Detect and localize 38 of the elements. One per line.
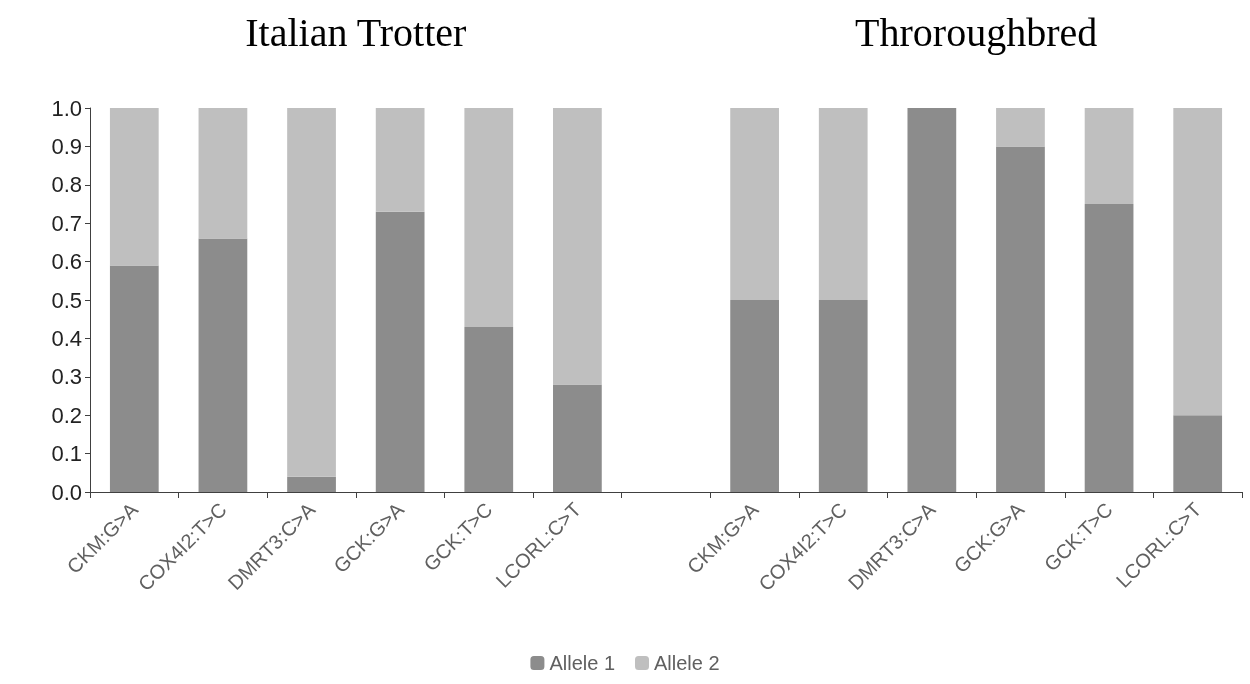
text: Italian Trotter (245, 9, 467, 55)
bar (996, 108, 1045, 147)
bar (553, 108, 602, 385)
bar (198, 238, 248, 492)
bar (375, 108, 425, 212)
y-tick-label: 0.7 (51, 210, 82, 236)
y-tick-label: 0.2 (51, 402, 82, 428)
bar (287, 108, 336, 477)
bar (1173, 415, 1223, 492)
legend-label: Allele 1 (549, 652, 616, 674)
y-tick-label: 0.0 (51, 479, 82, 505)
bar (553, 384, 602, 492)
bar (1084, 204, 1134, 492)
bar (730, 108, 779, 300)
bar (464, 108, 514, 327)
y-tick-label: 0.9 (51, 133, 82, 159)
y-tick-label: 0.1 (51, 441, 82, 467)
bar (287, 476, 336, 492)
bar (818, 300, 868, 492)
y-tick-label: 0.6 (51, 249, 82, 275)
bar (1173, 108, 1223, 416)
bar (109, 265, 159, 492)
y-tick-label: 0.4 (51, 325, 82, 351)
bar (1084, 108, 1134, 204)
bar (375, 211, 425, 492)
y-tick-label: 0.8 (51, 172, 82, 198)
y-tick-label: 1.0 (51, 95, 82, 121)
bar (464, 326, 514, 492)
bar (907, 108, 957, 492)
bar (730, 300, 779, 492)
y-tick-label: 0.3 (51, 364, 82, 390)
bar (109, 108, 159, 266)
bar (818, 108, 868, 300)
text: Throroughbred (855, 9, 1098, 55)
legend-label: Allele 2 (654, 652, 720, 674)
y-tick-label: 0.5 (51, 287, 82, 313)
bar (198, 108, 248, 239)
bar (996, 146, 1045, 492)
